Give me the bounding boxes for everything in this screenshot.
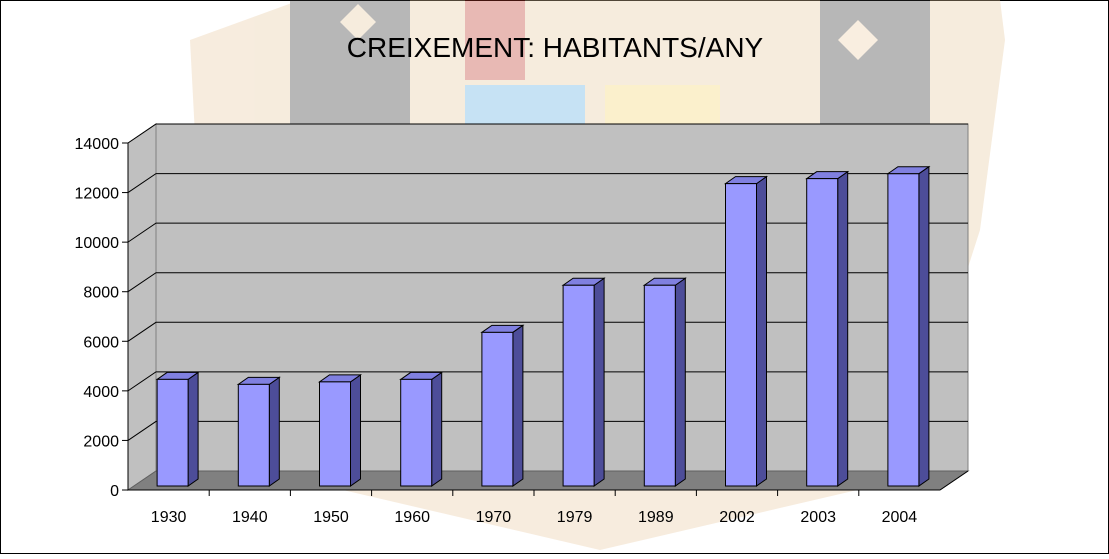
bar (561, 277, 606, 487)
bar-face (319, 381, 351, 487)
grid-line (127, 123, 968, 144)
bar-face (512, 324, 524, 487)
x-tick-label: 1960 (394, 509, 430, 526)
y-tick-label: 14000 (75, 136, 120, 153)
bar (317, 373, 363, 487)
y-tick-label: 8000 (83, 285, 119, 302)
y-tick-label: 12000 (75, 186, 120, 203)
bar-face (562, 284, 595, 487)
x-tick-label: 1989 (638, 509, 674, 526)
x-axis-end (939, 470, 969, 491)
bar-face (237, 383, 270, 487)
x-tick-label: 1940 (232, 509, 268, 526)
bar (642, 277, 687, 487)
x-tick-label: 1979 (557, 509, 593, 526)
x-tick-label: 2002 (719, 509, 755, 526)
bar-face (806, 178, 839, 487)
grid-line (127, 272, 968, 293)
bar-face (756, 175, 767, 487)
bar-face (643, 284, 676, 487)
bar-face (156, 378, 189, 487)
x-tick-label: 1950 (313, 509, 349, 526)
bar-face (593, 277, 605, 487)
bar-face (350, 373, 361, 487)
bar-face (837, 170, 849, 487)
grid-line (127, 420, 968, 441)
bar (723, 175, 769, 487)
bar-face (918, 165, 930, 487)
x-tick-label: 2004 (882, 509, 918, 526)
grid-line (127, 173, 968, 193)
y-tick-label: 2000 (83, 433, 119, 450)
y-tick-label: 0 (110, 483, 119, 500)
bar (886, 165, 931, 487)
side-wall (127, 123, 157, 491)
bar (236, 376, 281, 487)
x-tick-label: 1930 (151, 509, 187, 526)
x-tick-label: 1970 (476, 509, 512, 526)
bar-face (187, 371, 199, 487)
bar (805, 170, 850, 487)
grid-line (127, 222, 968, 243)
chart-title: CREIXEMENT: HABITANTS/ANY (347, 32, 764, 63)
bar-face (481, 331, 514, 487)
y-tick-label: 10000 (75, 235, 120, 252)
y-tick-label: 6000 (83, 334, 119, 351)
bar (155, 371, 200, 487)
grid-line (127, 321, 968, 342)
bar-face (725, 183, 757, 487)
x-tick-label: 2003 (800, 509, 836, 526)
bar-face (268, 376, 280, 487)
bar-face (431, 371, 443, 487)
bar-face (400, 378, 433, 487)
y-tick-label: 4000 (83, 384, 119, 401)
grid-line (127, 371, 968, 392)
bar (480, 324, 525, 487)
bar-face (887, 173, 920, 487)
bar-face (674, 277, 686, 487)
bar (399, 371, 444, 487)
